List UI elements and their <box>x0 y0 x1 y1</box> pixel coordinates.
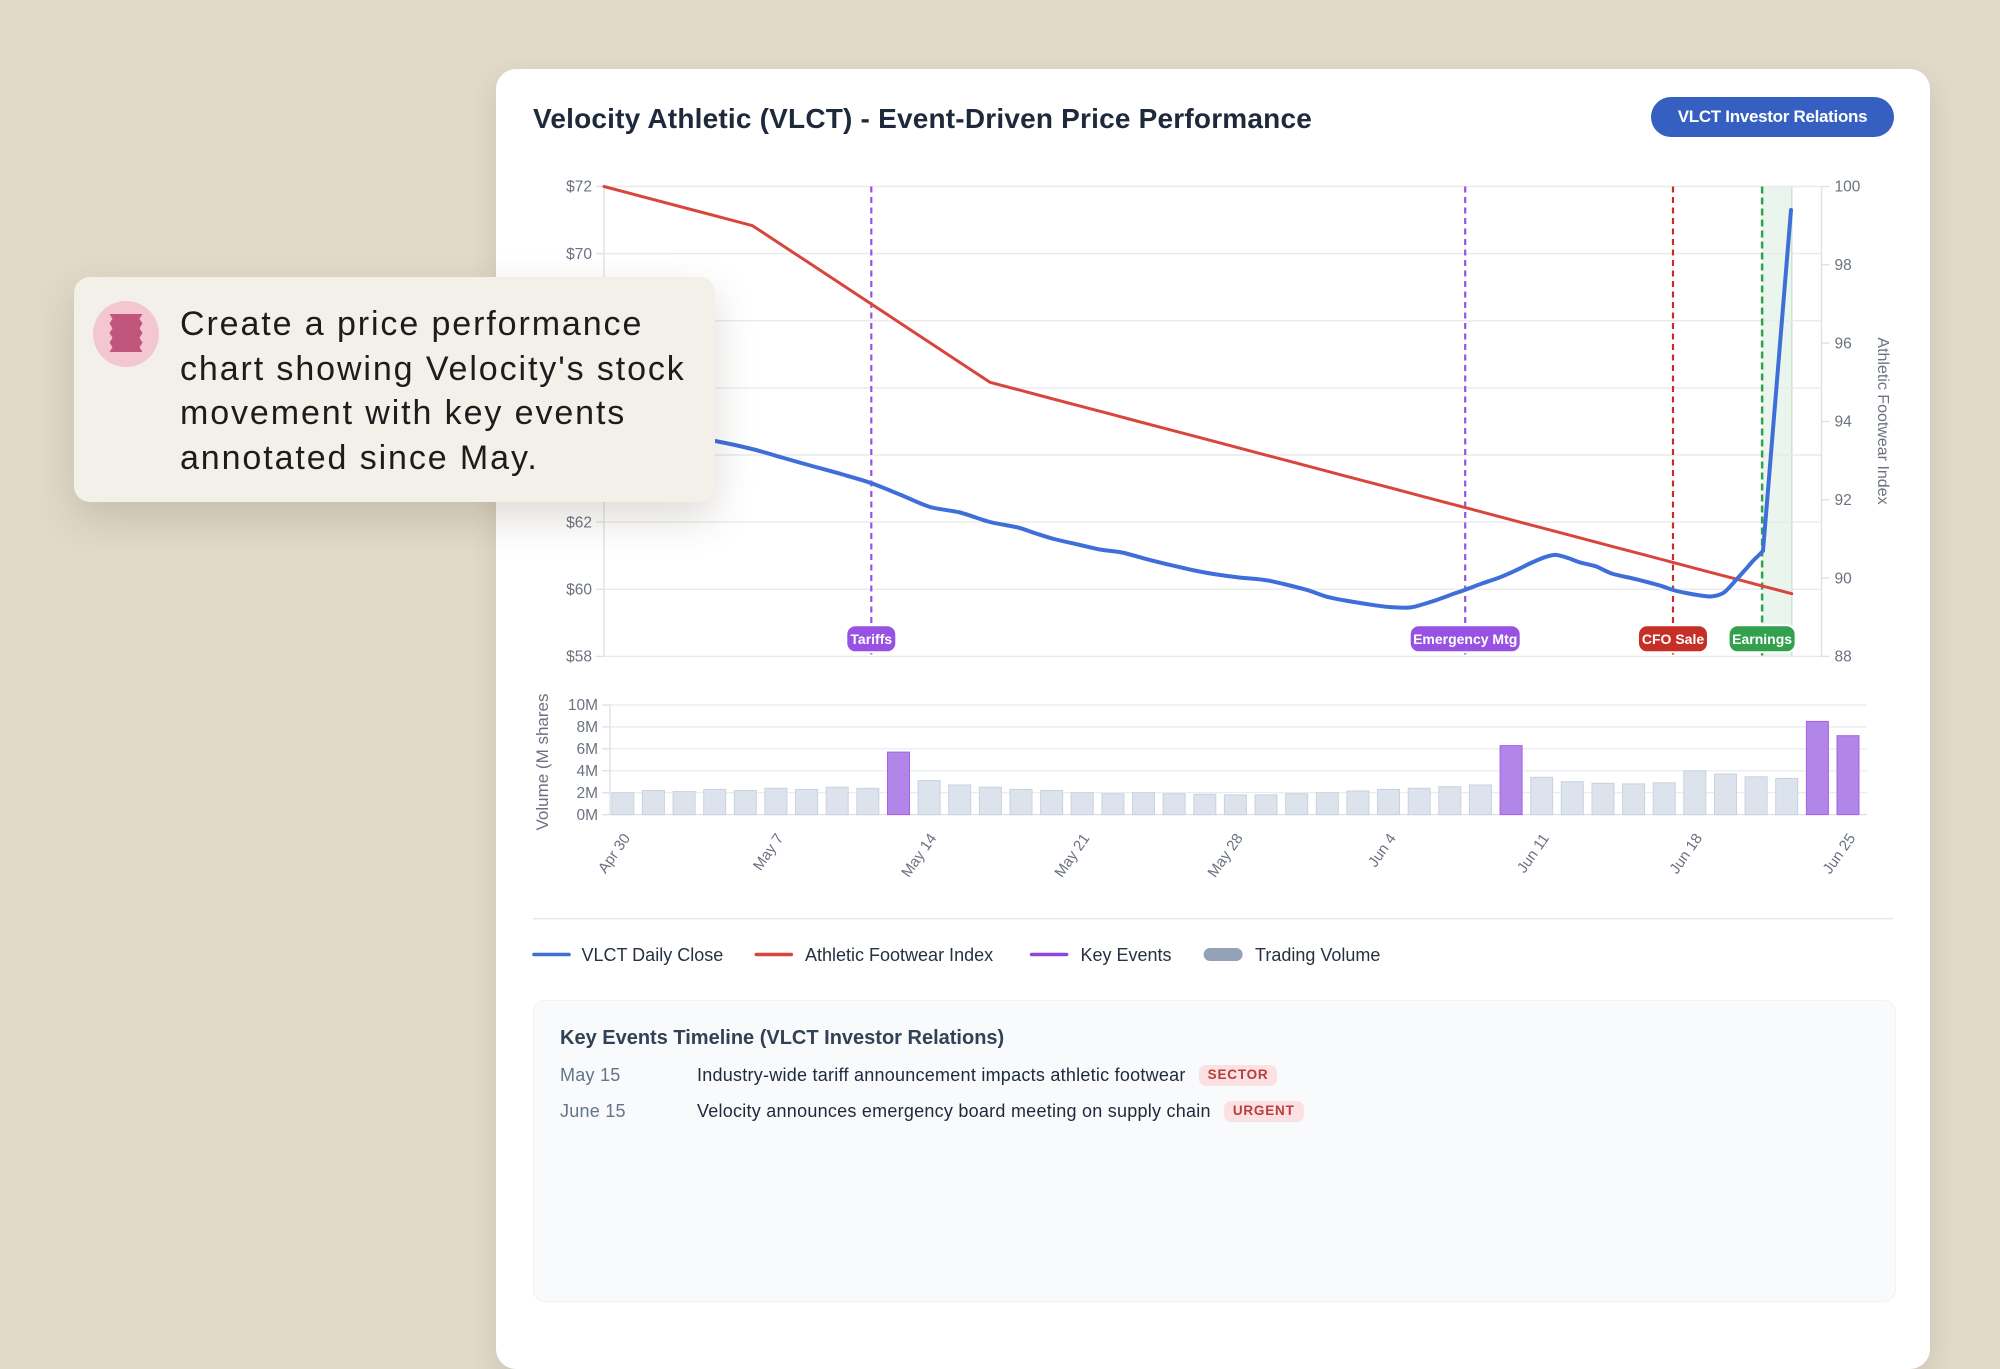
svg-text:96: 96 <box>1835 335 1852 352</box>
svg-text:Emergency Mtg: Emergency Mtg <box>1413 631 1517 647</box>
svg-text:Tariffs: Tariffs <box>850 631 892 647</box>
svg-text:Apr 30: Apr 30 <box>595 831 634 877</box>
svg-text:Athletic Footwear Index: Athletic Footwear Index <box>1874 337 1891 504</box>
svg-text:May 14: May 14 <box>898 831 940 881</box>
svg-text:10M: 10M <box>568 697 598 714</box>
svg-text:$58: $58 <box>566 649 592 666</box>
svg-text:88: 88 <box>1835 649 1852 666</box>
svg-text:VLCT Daily Close: VLCT Daily Close <box>582 945 724 965</box>
svg-text:98: 98 <box>1835 257 1852 274</box>
svg-text:Key Events: Key Events <box>1081 945 1172 965</box>
svg-text:CFO Sale: CFO Sale <box>1642 631 1704 647</box>
svg-text:$60: $60 <box>566 582 592 599</box>
svg-text:May 7: May 7 <box>750 831 787 874</box>
svg-text:Jun 25: Jun 25 <box>1820 831 1860 878</box>
svg-text:94: 94 <box>1835 414 1853 431</box>
svg-text:$70: $70 <box>566 246 592 263</box>
svg-text:Athletic Footwear Index: Athletic Footwear Index <box>805 945 993 965</box>
svg-text:Volume (M shares: Volume (M shares <box>533 694 552 831</box>
svg-text:Earnings: Earnings <box>1732 631 1792 647</box>
svg-text:May 28: May 28 <box>1205 831 1247 881</box>
svg-text:2M: 2M <box>576 785 598 802</box>
svg-text:$62: $62 <box>566 514 592 531</box>
svg-text:90: 90 <box>1835 570 1853 587</box>
svg-text:100: 100 <box>1835 179 1861 196</box>
svg-text:Jun 11: Jun 11 <box>1514 831 1553 877</box>
svg-text:$72: $72 <box>566 179 592 196</box>
svg-text:May 21: May 21 <box>1051 831 1093 881</box>
svg-text:4M: 4M <box>576 763 598 780</box>
svg-text:6M: 6M <box>576 741 598 758</box>
svg-text:Jun 4: Jun 4 <box>1365 831 1400 871</box>
svg-text:Jun 18: Jun 18 <box>1666 831 1706 878</box>
svg-text:0M: 0M <box>576 807 598 824</box>
svg-text:8M: 8M <box>576 719 598 736</box>
svg-text:92: 92 <box>1835 492 1852 509</box>
svg-text:Trading Volume: Trading Volume <box>1255 945 1380 965</box>
